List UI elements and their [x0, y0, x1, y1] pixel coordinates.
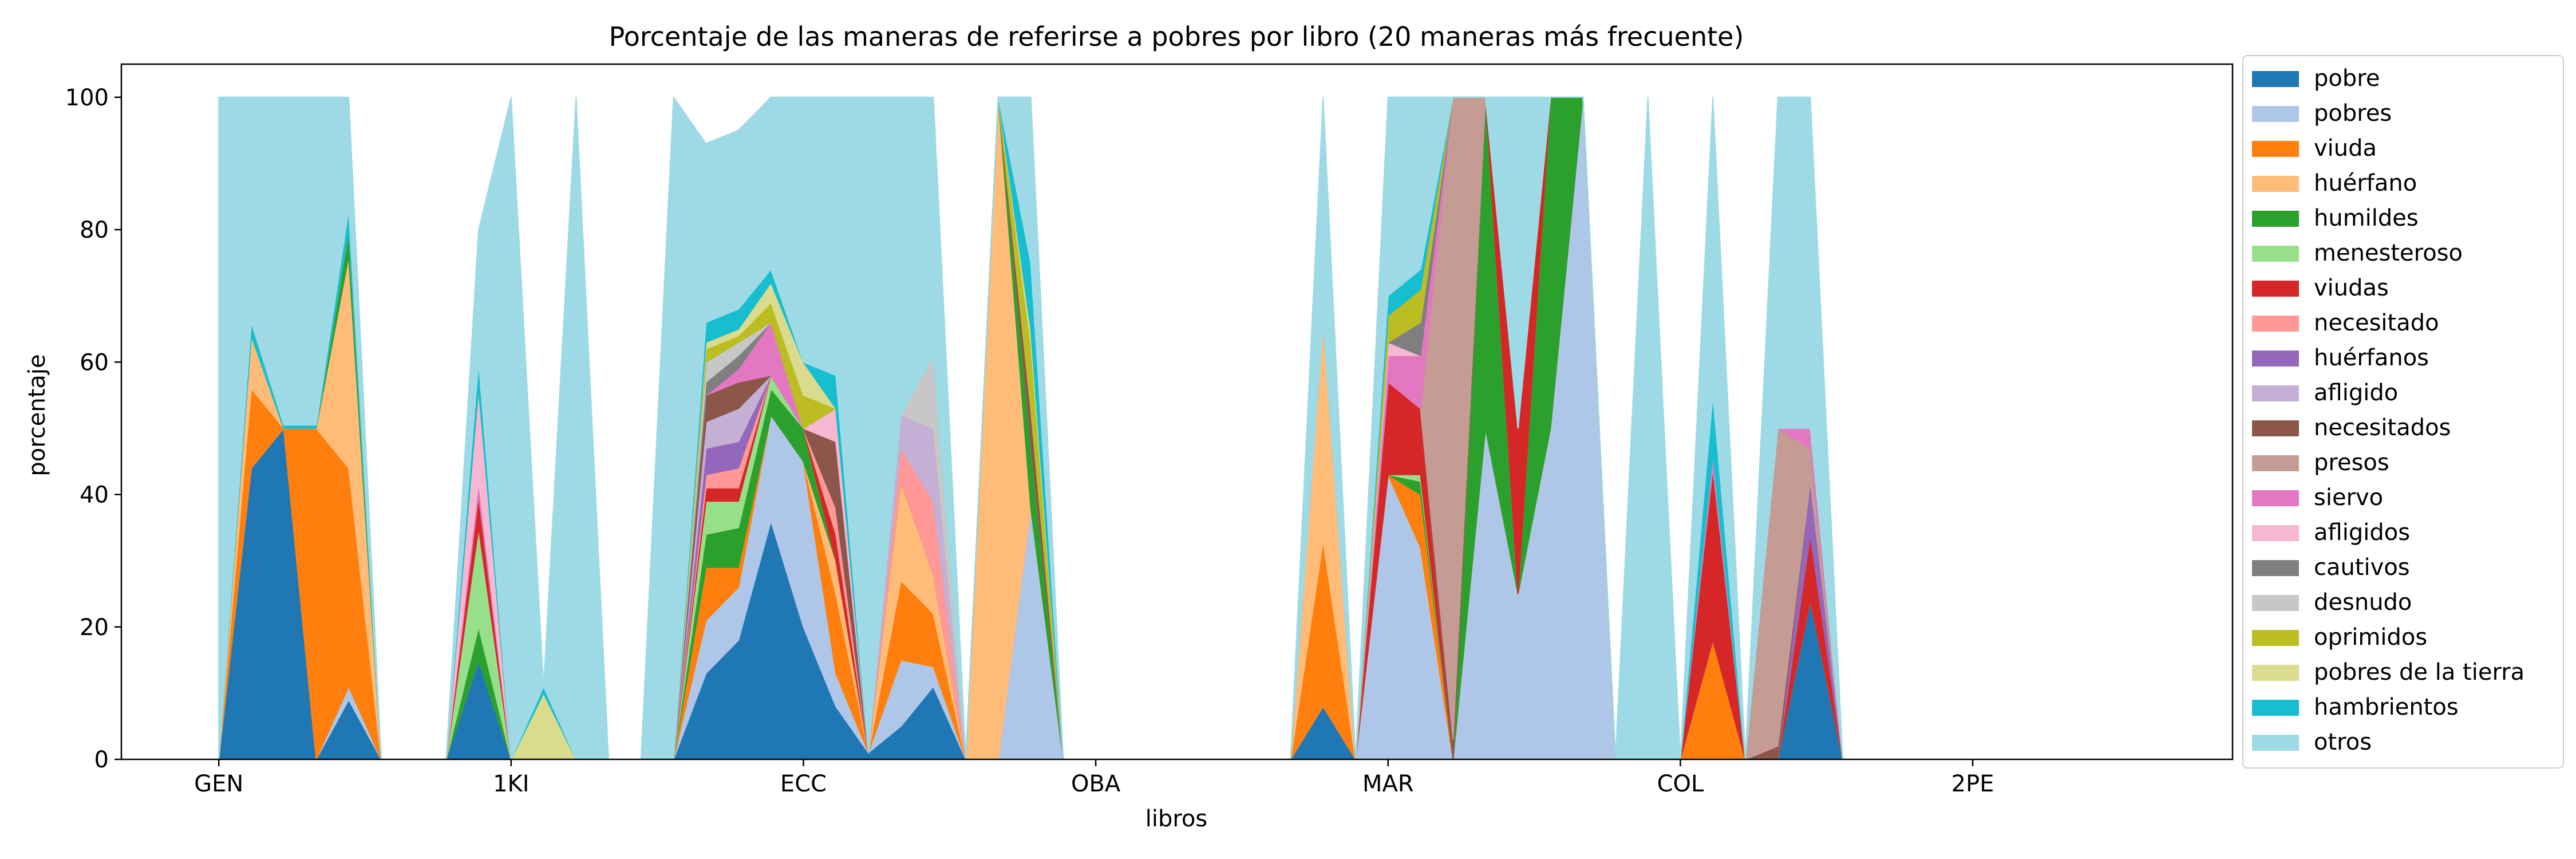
legend-swatch-pobres	[2252, 106, 2299, 122]
legend-label-desnudo: desnudo	[2314, 589, 2412, 616]
legend: pobre pobres viuda huérfano humildes menester…	[2242, 55, 2564, 769]
legend-swatch-afligido	[2252, 385, 2299, 401]
legend-swatch-humildes	[2252, 211, 2299, 227]
legend-swatch-presos	[2252, 455, 2299, 471]
legend-swatch-pobre	[2252, 71, 2299, 87]
legend-swatch-menesteroso	[2252, 246, 2299, 262]
x-axis: GEN 1KI ECC OBA MAR COL 2PE	[194, 759, 1994, 797]
legend-swatch-necesitado	[2252, 316, 2299, 332]
legend-label-otros: otros	[2314, 729, 2372, 755]
y-tick-label: 80	[80, 217, 109, 243]
legend-swatch-viudas	[2252, 281, 2299, 297]
legend-box	[2242, 55, 2564, 769]
legend-swatch-huerfanos	[2252, 350, 2299, 367]
x-tick-label: ECC	[780, 771, 827, 797]
y-axis-label: porcentaje	[24, 354, 50, 476]
x-axis-label: libros	[1145, 806, 1208, 832]
legend-label-huerfano: huérfano	[2314, 170, 2417, 196]
legend-swatch-siervo	[2252, 490, 2299, 506]
legend-label-huerfanos: huérfanos	[2314, 345, 2429, 371]
legend-swatch-necesitados	[2252, 420, 2299, 436]
legend-swatch-afligidos	[2252, 525, 2299, 541]
legend-swatch-huerfano	[2252, 176, 2299, 192]
legend-label-necesitado: necesitado	[2314, 310, 2439, 336]
legend-swatch-pobres-de-la-tierra	[2252, 665, 2299, 681]
legend-label-afligidos: afligidos	[2314, 519, 2410, 546]
legend-label-pobres-de-la-tierra: pobres de la tierra	[2314, 659, 2524, 685]
area-series-otros	[218, 96, 2168, 759]
legend-label-cautivos: cautivos	[2314, 554, 2410, 581]
legend-swatch-hambrientos	[2252, 700, 2299, 716]
legend-label-presos: presos	[2314, 450, 2389, 476]
y-tick-label: 60	[80, 349, 109, 376]
legend-label-pobre: pobre	[2314, 65, 2380, 92]
area-series-group	[218, 96, 2168, 759]
x-tick-label: 2PE	[1951, 771, 1994, 797]
legend-swatch-oprimidos	[2252, 630, 2299, 646]
legend-label-oprimidos: oprimidos	[2314, 624, 2427, 651]
legend-label-hambrientos: hambrientos	[2314, 694, 2459, 720]
x-tick-label: MAR	[1362, 771, 1414, 797]
y-tick-label: 20	[80, 614, 109, 641]
legend-label-siervo: siervo	[2314, 484, 2383, 511]
legend-swatch-cautivos	[2252, 560, 2299, 576]
legend-label-viudas: viudas	[2314, 275, 2389, 301]
plot-area	[120, 63, 2234, 761]
y-tick-label: 100	[65, 85, 109, 111]
x-tick-label: COL	[1657, 771, 1704, 797]
legend-swatch-viuda	[2252, 141, 2299, 157]
plot-frame	[120, 63, 2234, 761]
y-axis: 0 20 40 60 80 100	[65, 85, 121, 773]
legend-label-menesteroso: menesteroso	[2314, 240, 2463, 266]
y-tick-label: 40	[80, 482, 109, 509]
legend-label-necesitados: necesitados	[2314, 415, 2451, 441]
x-tick-label: 1KI	[493, 771, 529, 797]
legend-label-pobres: pobres	[2314, 100, 2392, 127]
x-tick-label: GEN	[194, 771, 243, 797]
x-tick-label: OBA	[1071, 771, 1121, 797]
legend-label-viuda: viuda	[2314, 135, 2377, 161]
legend-swatch-otros	[2252, 735, 2299, 751]
legend-swatch-desnudo	[2252, 595, 2299, 611]
legend-label-afligido: afligido	[2314, 380, 2398, 406]
y-tick-label: 0	[94, 747, 109, 773]
legend-label-humildes: humildes	[2314, 205, 2419, 231]
chart-title: Porcentaje de las maneras de referirse a…	[609, 21, 1744, 52]
